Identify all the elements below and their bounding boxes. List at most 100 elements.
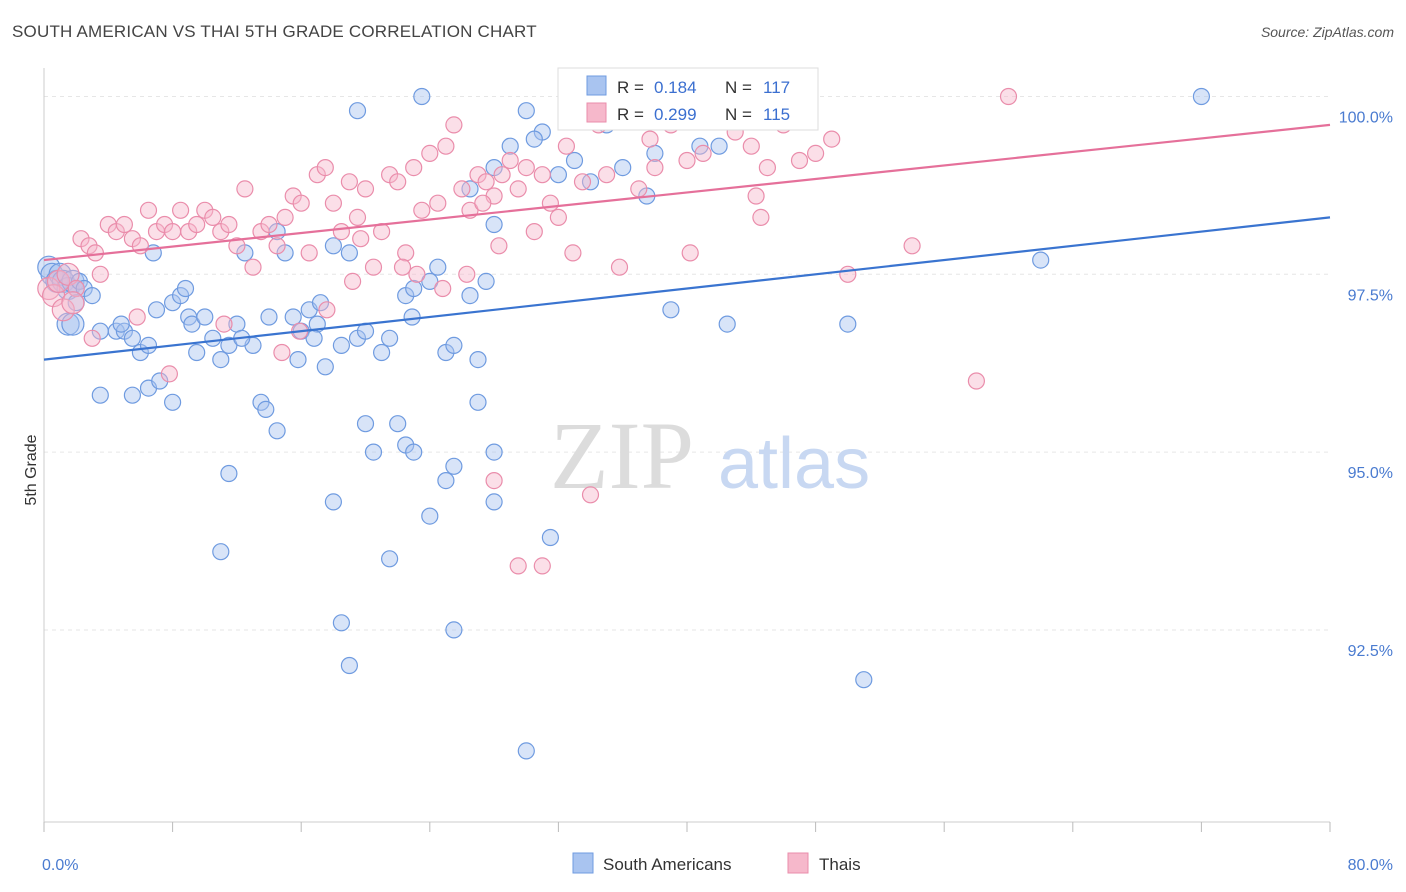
y-axis-label: 5th Grade: [23, 434, 40, 505]
stats-r-value-blue: 0.184: [654, 78, 697, 97]
thais-point-67: [557, 137, 576, 155]
thais-point-40: [340, 173, 358, 191]
thais-point-60: [501, 151, 519, 170]
south-americans-point-101: [381, 550, 399, 568]
thais-point-46: [389, 173, 407, 191]
south-americans-point-81: [151, 372, 169, 390]
south-americans-point-115: [311, 294, 330, 312]
thais-point-18: [164, 223, 182, 241]
south-americans-point-92: [469, 393, 487, 411]
south-americans-point-103: [445, 621, 463, 639]
stats-swatch-pink: [586, 102, 607, 123]
thais-point-93: [564, 244, 582, 262]
watermark-atlas: atlas: [718, 424, 870, 504]
thais-point-70: [597, 166, 616, 184]
thais-point-50: [421, 144, 439, 162]
thais-point-98: [967, 372, 986, 390]
y-tick-label-1: 97.5%: [1348, 287, 1393, 304]
stats-r-label-pink: R =: [617, 105, 644, 124]
south-americans-point-114: [176, 279, 195, 298]
watermark-zip: ZIP: [550, 402, 694, 509]
thais-point-53: [445, 116, 463, 134]
chart-title: SOUTH AMERICAN VS THAI 5TH GRADE CORRELA…: [12, 22, 537, 41]
south-americans-point-85: [268, 422, 286, 440]
south-americans-point-100: [212, 543, 230, 561]
thais-point-2: [46, 269, 71, 293]
south-americans-point-53: [445, 336, 463, 354]
thais-point-111: [752, 208, 770, 226]
thais-point-23: [204, 208, 222, 226]
legend-label-thais: Thais: [819, 855, 861, 874]
stats-n-value-blue: 117: [763, 78, 790, 97]
thais-point-39: [332, 223, 350, 241]
south-americans-point-19: [139, 336, 158, 354]
south-americans-point-116: [403, 308, 421, 326]
stats-swatch-blue: [586, 75, 607, 96]
south-americans-point-56: [477, 272, 495, 290]
thais-point-34: [292, 194, 310, 212]
thais-point-62: [517, 159, 535, 177]
x-tick-label-1: 80.0%: [1348, 857, 1393, 874]
thais-point-65: [541, 194, 560, 212]
thais-point-88: [344, 272, 362, 290]
south-americans-point-93: [485, 443, 503, 461]
south-americans-point-42: [332, 336, 350, 354]
thais-point-79: [758, 159, 777, 177]
south-americans-point-94: [437, 472, 455, 490]
south-americans-point-98: [421, 507, 439, 525]
south-americans-point-69: [413, 87, 431, 106]
thais-point-91: [458, 265, 476, 283]
south-americans-point-17: [112, 315, 130, 333]
south-americans-point-67: [710, 137, 728, 155]
series-thais-points: [37, 87, 1018, 575]
thais-point-66: [549, 208, 568, 226]
south-americans-point-12: [83, 287, 101, 305]
thais-point-97: [903, 237, 921, 255]
thais-point-100: [790, 151, 809, 170]
thais-point-32: [276, 208, 294, 226]
south-americans-point-27: [204, 329, 222, 347]
legend: South Americans Thais: [572, 852, 861, 874]
grid-lines: [44, 95, 1330, 631]
thais-point-73: [646, 159, 664, 177]
south-americans-point-55: [469, 351, 487, 369]
thais-point-38: [324, 194, 342, 212]
thais-point-106: [509, 557, 527, 575]
thais-point-12: [115, 215, 134, 234]
thais-point-109: [641, 130, 659, 148]
south-americans-point-75: [839, 315, 857, 333]
thais-point-3: [51, 298, 75, 322]
south-americans-point-40: [316, 358, 334, 376]
south-americans-point-50: [421, 272, 439, 290]
trend-lines: [43, 123, 1331, 361]
south-americans-point-82: [164, 393, 182, 411]
thais-point-113: [408, 265, 426, 283]
thais-point-83: [160, 365, 178, 383]
south-americans-point-16: [123, 329, 141, 347]
tick-labels: 100.0% 97.5% 95.0% 92.5% 0.0% 80.0%: [42, 109, 1393, 874]
south-americans-point-54: [461, 287, 479, 305]
thais-point-5: [67, 279, 85, 298]
thais-point-81: [83, 329, 101, 347]
thais-point-76: [694, 144, 712, 162]
south-americans-point-88: [389, 415, 407, 433]
thais-point-114: [352, 230, 370, 248]
thais-point-96: [839, 265, 857, 283]
y-tick-label-0: 100.0%: [1339, 109, 1393, 126]
thais-point-104: [485, 472, 503, 490]
thais-point-51: [429, 194, 447, 212]
south-americans-point-58: [501, 137, 519, 155]
south-americans-point-20: [147, 301, 166, 319]
thais-point-89: [393, 258, 412, 276]
thais-point-92: [490, 237, 508, 255]
south-americans-point-84: [257, 400, 275, 418]
south-americans-point-106: [517, 742, 535, 760]
south-americans-point-59: [517, 102, 535, 120]
thais-point-28: [244, 258, 262, 276]
south-americans-point-87: [364, 443, 383, 461]
south-americans-point-73: [662, 301, 680, 319]
stats-n-label-pink: N =: [725, 105, 752, 124]
south-americans-point-36: [284, 308, 302, 326]
y-tick-label-3: 92.5%: [1348, 643, 1393, 660]
south-americans-point-66: [646, 144, 664, 162]
